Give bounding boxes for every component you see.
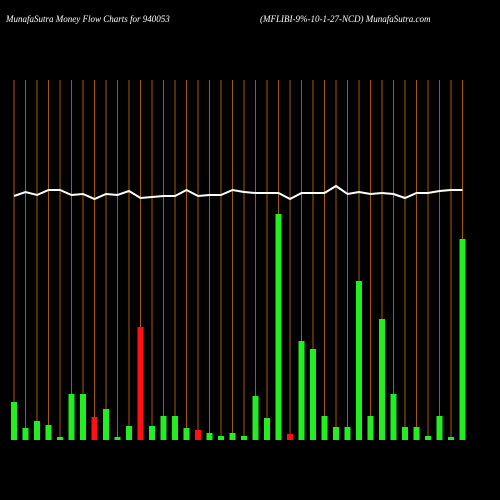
bar	[68, 394, 75, 440]
bar	[321, 416, 328, 440]
bar	[425, 436, 431, 440]
bar	[436, 416, 443, 440]
bar	[34, 421, 40, 440]
bar	[367, 416, 374, 440]
bar	[413, 427, 420, 440]
bar	[379, 319, 385, 440]
bar	[448, 437, 454, 440]
bar	[459, 239, 466, 440]
bar	[126, 426, 132, 440]
bar	[275, 214, 282, 440]
bar	[356, 281, 362, 440]
bar	[252, 396, 259, 440]
bar	[183, 428, 190, 440]
bar	[160, 416, 167, 440]
bar	[390, 394, 397, 440]
bar	[45, 425, 52, 440]
bar	[229, 433, 236, 440]
bar	[241, 436, 247, 440]
bar	[57, 437, 63, 440]
bar	[264, 418, 270, 440]
bar	[298, 341, 305, 440]
bar	[22, 428, 29, 440]
bar	[172, 416, 178, 440]
bar	[11, 402, 17, 440]
bar	[206, 433, 213, 440]
chart-subtitle: (MFLIBI-9%-10-1-27-NCD) MunafaSutra.com	[260, 14, 431, 24]
bar	[218, 436, 224, 440]
chart-title: MunafaSutra Money Flow Charts for 940053	[5, 14, 170, 24]
bar	[287, 434, 293, 440]
bar	[114, 437, 121, 440]
bar	[344, 427, 351, 440]
bar	[91, 417, 98, 440]
bar	[137, 327, 144, 440]
money-flow-line	[13, 184, 463, 201]
bar	[402, 427, 408, 440]
bar	[149, 426, 155, 440]
bar	[80, 394, 86, 440]
bar	[310, 349, 316, 440]
bar	[195, 430, 201, 440]
bar	[333, 427, 339, 440]
bar	[103, 409, 109, 440]
